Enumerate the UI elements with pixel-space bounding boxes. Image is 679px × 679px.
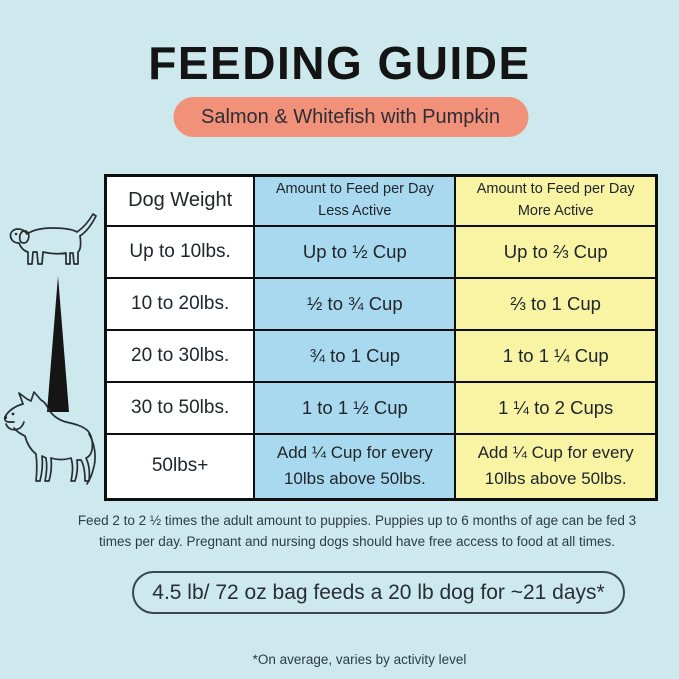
col-header-more-active: Amount to Feed per Day More Active [454, 174, 658, 227]
flavor-badge: Salmon & Whitefish with Pumpkin [172, 97, 529, 137]
more-active-cell: 1 ¼ to 2 Cups [454, 380, 658, 435]
bag-yield-note: 4.5 lb/ 72 oz bag feeds a 20 lb dog for … [132, 571, 625, 614]
weight-cell: Up to 10lbs. [104, 224, 256, 279]
col-header-less-active-line2: Less Active [318, 202, 392, 219]
page-title: FEEDING GUIDE [148, 37, 531, 89]
less-active-cell: ¾ to 1 Cup [253, 328, 457, 383]
table-row: Up to 10lbs. Up to ½ Cup Up to ⅔ Cup [104, 224, 658, 279]
more-active-cell: 1 to 1 ¼ Cup [454, 328, 658, 383]
large-dog-icon [3, 391, 96, 485]
less-active-cell: ½ to ¾ Cup [253, 276, 457, 331]
average-disclaimer: *On average, varies by activity level [252, 652, 467, 667]
weight-cell: 10 to 20lbs. [104, 276, 256, 331]
weight-cell: 50lbs+ [104, 432, 256, 501]
less-active-cell: 1 to 1 ½ Cup [253, 380, 457, 435]
more-active-cell: Add ¼ Cup for every 10lbs above 50lbs. [454, 432, 658, 501]
more-active-cell: ⅔ to 1 Cup [454, 276, 658, 331]
size-scale-triangle-icon [47, 276, 69, 412]
puppy-feeding-note: Feed 2 to 2 ½ times the adult amount to … [77, 513, 637, 549]
feeding-table: Dog Weight Amount to Feed per Day Less A… [104, 174, 658, 501]
less-active-cell: Add ¼ Cup for every 10lbs above 50lbs. [253, 432, 457, 501]
weight-cell: 30 to 50lbs. [104, 380, 256, 435]
col-header-less-active-line1: Amount to Feed per Day [275, 181, 434, 197]
table-row: 10 to 20lbs. ½ to ¾ Cup ⅔ to 1 Cup [104, 276, 658, 331]
table-row: 20 to 30lbs. ¾ to 1 Cup 1 to 1 ¼ Cup [104, 328, 658, 383]
less-active-cell: Up to ½ Cup [253, 224, 457, 279]
col-header-more-active-line1: Amount to Feed per Day [476, 181, 635, 197]
col-header-dog-weight: Dog Weight [104, 174, 256, 227]
small-dog-icon [9, 213, 97, 265]
more-active-cell: Up to ⅔ Cup [454, 224, 658, 279]
table-row: 50lbs+ Add ¼ Cup for every 10lbs above 5… [104, 432, 658, 501]
col-header-less-active: Amount to Feed per Day Less Active [253, 174, 457, 227]
table-row: 30 to 50lbs. 1 to 1 ½ Cup 1 ¼ to 2 Cups [104, 380, 658, 435]
weight-cell: 20 to 30lbs. [104, 328, 256, 383]
col-header-more-active-line2: More Active [517, 202, 594, 219]
